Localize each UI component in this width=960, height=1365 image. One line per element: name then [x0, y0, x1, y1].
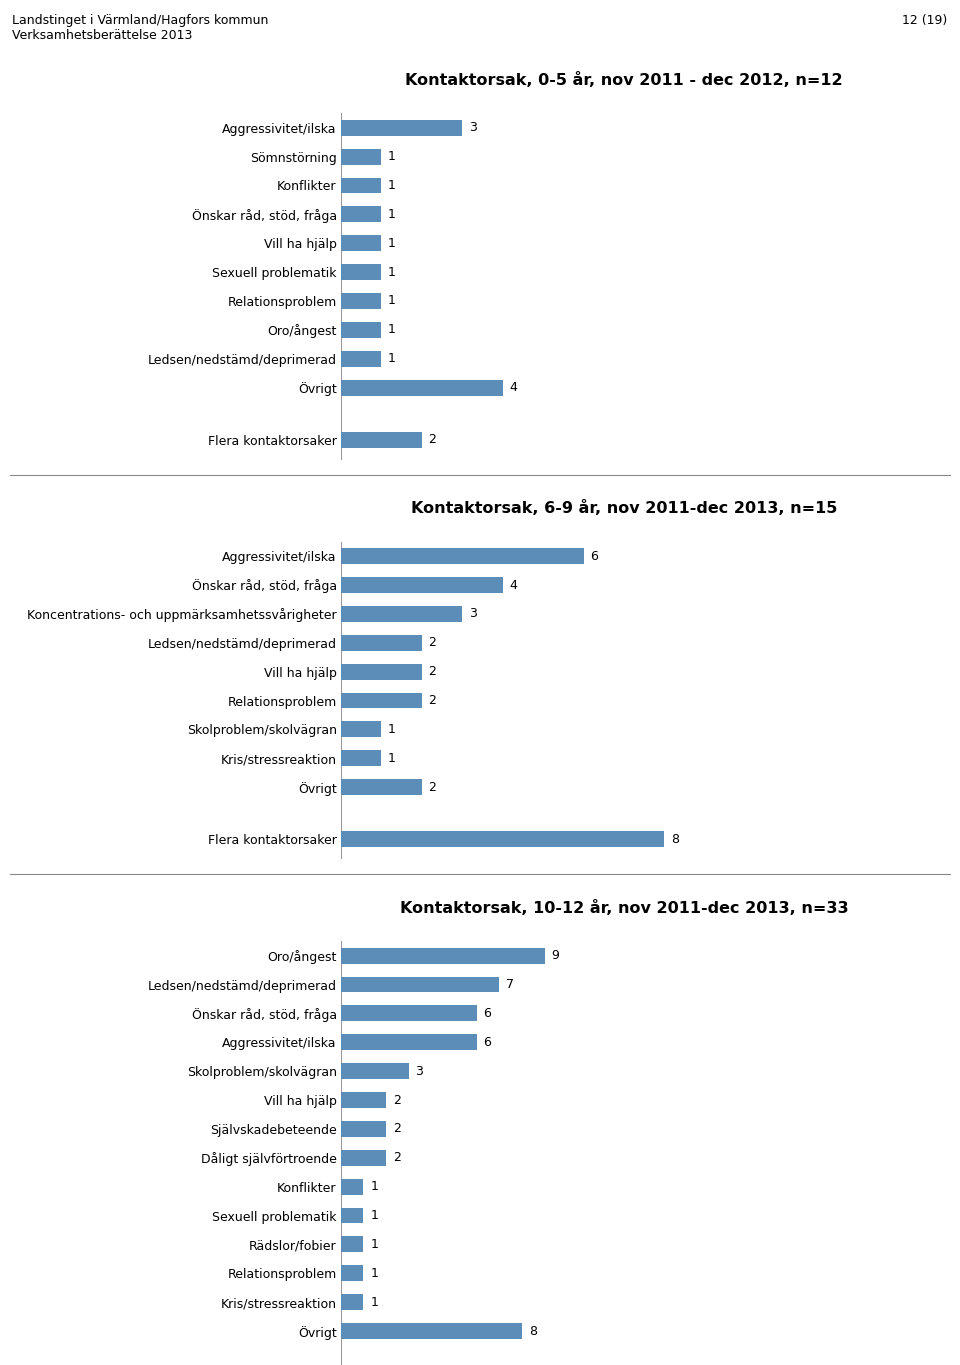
Bar	[341, 235, 381, 251]
Text: 2: 2	[393, 1122, 400, 1136]
Text: 1: 1	[388, 752, 396, 764]
Text: 6: 6	[590, 550, 598, 562]
Text: 1: 1	[388, 723, 396, 736]
Bar	[341, 1265, 364, 1282]
Text: 1: 1	[388, 295, 396, 307]
Text: 8: 8	[529, 1324, 537, 1338]
Text: 2: 2	[428, 433, 437, 446]
Bar	[341, 577, 503, 592]
Bar	[341, 206, 381, 222]
Text: 2: 2	[428, 693, 437, 707]
Text: 9: 9	[551, 949, 560, 962]
Bar	[341, 1121, 386, 1137]
Bar	[341, 351, 381, 367]
Text: 2: 2	[428, 636, 437, 650]
Bar	[341, 1149, 386, 1166]
Text: Landstinget i Värmland/Hagfors kommun
Verksamhetsberättelse 2013: Landstinget i Värmland/Hagfors kommun Ve…	[12, 14, 269, 42]
Bar	[341, 1179, 364, 1194]
Bar	[341, 722, 381, 737]
Bar	[341, 606, 462, 622]
Text: 1: 1	[388, 150, 396, 162]
Bar	[341, 779, 421, 794]
Bar	[341, 1035, 477, 1050]
Text: 3: 3	[416, 1065, 423, 1077]
Text: 12 (19): 12 (19)	[902, 14, 948, 27]
Text: 1: 1	[371, 1238, 378, 1250]
Text: 1: 1	[388, 207, 396, 221]
Bar	[341, 947, 544, 964]
Bar	[341, 751, 381, 766]
Bar	[341, 663, 421, 680]
Text: 6: 6	[484, 1007, 492, 1020]
Bar	[341, 1208, 364, 1223]
Text: 2: 2	[393, 1151, 400, 1164]
Text: 1: 1	[371, 1267, 378, 1280]
Text: 4: 4	[510, 579, 517, 591]
Text: 2: 2	[428, 665, 437, 678]
Text: 7: 7	[506, 979, 515, 991]
Bar	[341, 1323, 522, 1339]
Bar	[341, 431, 421, 448]
Bar	[341, 549, 584, 564]
Text: Kontaktorsak, 10-12 år, nov 2011-dec 2013, n=33: Kontaktorsak, 10-12 år, nov 2011-dec 201…	[399, 900, 849, 916]
Bar	[341, 831, 664, 848]
Bar	[341, 976, 499, 992]
Text: 1: 1	[388, 179, 396, 192]
Bar	[341, 1006, 477, 1021]
Bar	[341, 177, 381, 194]
Bar	[341, 1092, 386, 1108]
Text: 1: 1	[371, 1295, 378, 1309]
Bar	[341, 149, 381, 165]
Bar	[341, 1063, 409, 1080]
Text: 2: 2	[428, 781, 437, 793]
Text: Kontaktorsak, 0-5 år, nov 2011 - dec 2012, n=12: Kontaktorsak, 0-5 år, nov 2011 - dec 201…	[405, 71, 843, 87]
Text: 2: 2	[393, 1093, 400, 1107]
Text: 1: 1	[388, 352, 396, 366]
Text: 1: 1	[388, 266, 396, 278]
Text: 6: 6	[484, 1036, 492, 1048]
Text: 4: 4	[510, 381, 517, 394]
Bar	[341, 322, 381, 337]
Bar	[341, 293, 381, 308]
Text: 3: 3	[469, 121, 477, 134]
Text: 1: 1	[388, 236, 396, 250]
Text: Kontaktorsak, 6-9 år, nov 2011-dec 2013, n=15: Kontaktorsak, 6-9 år, nov 2011-dec 2013,…	[411, 500, 837, 516]
Text: 1: 1	[371, 1181, 378, 1193]
Text: 8: 8	[671, 833, 680, 845]
Text: 1: 1	[388, 324, 396, 336]
Bar	[341, 635, 421, 651]
Bar	[341, 265, 381, 280]
Bar	[341, 120, 462, 135]
Bar	[341, 1237, 364, 1252]
Text: 3: 3	[469, 607, 477, 620]
Bar	[341, 692, 421, 708]
Bar	[341, 379, 503, 396]
Bar	[341, 1294, 364, 1310]
Text: 1: 1	[371, 1209, 378, 1222]
